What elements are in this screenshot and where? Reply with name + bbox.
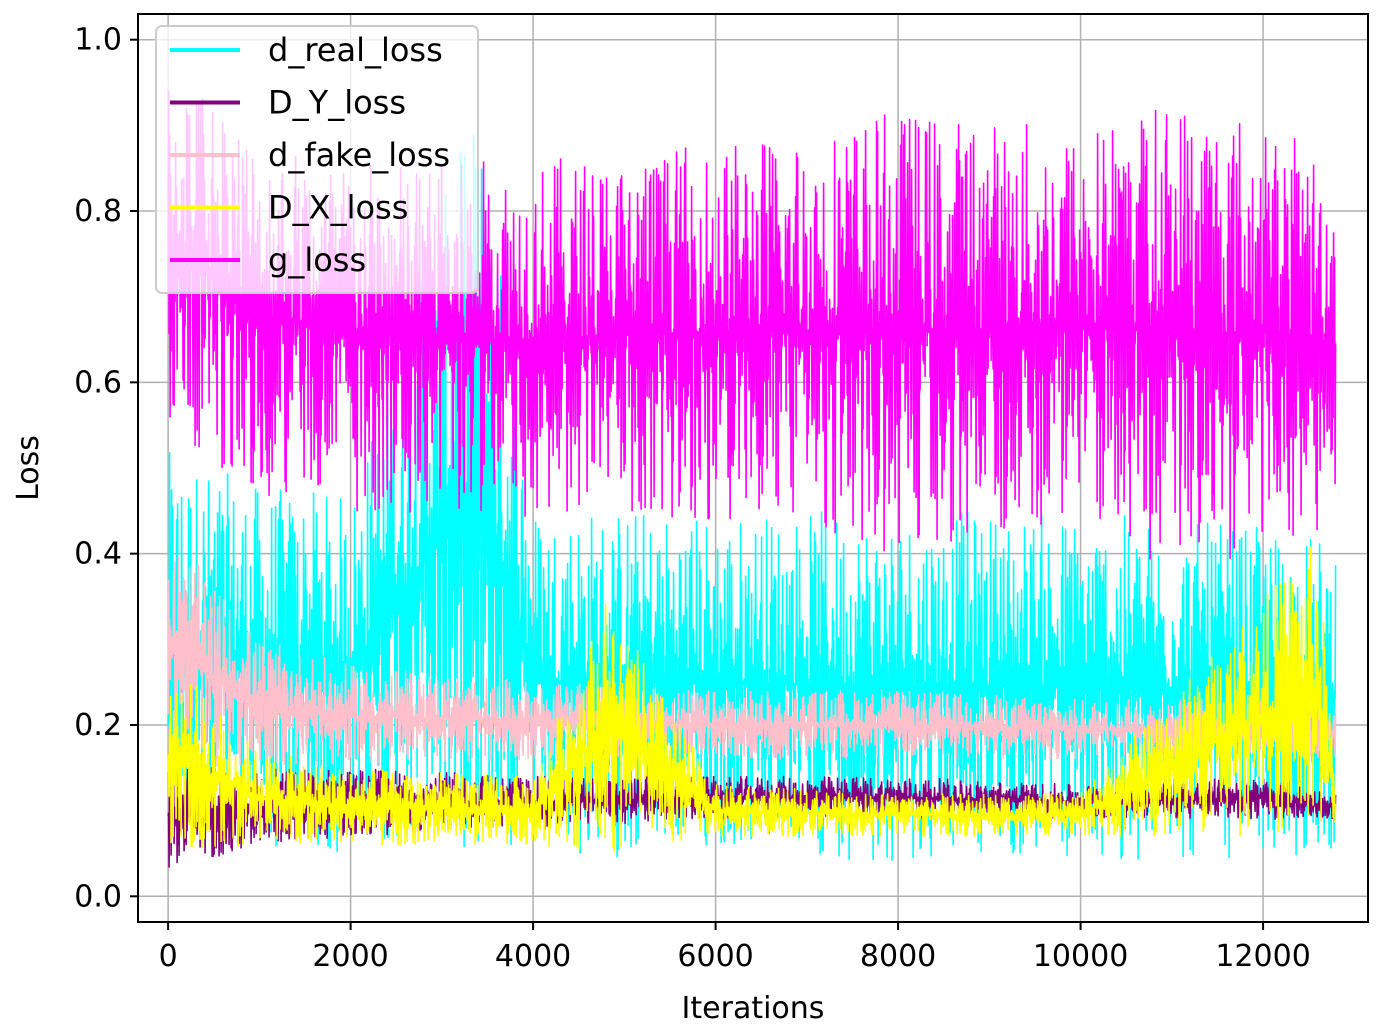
y-axis-ticks: 0.0 0.2 0.4 0.6 0.8 1.0	[74, 23, 138, 914]
x-tick-label: 8000	[860, 939, 936, 974]
y-tick-label: 0.4	[74, 537, 122, 572]
series-line-g_loss	[167, 91, 1337, 560]
x-axis-ticks: 0 2000 4000 6000 8000 10000 12000	[159, 922, 1311, 974]
series-layer	[167, 91, 1337, 868]
x-tick-label: 12000	[1215, 939, 1310, 974]
legend-box	[155, 25, 479, 294]
x-tick-label: 6000	[677, 939, 753, 974]
series-line-d_fake_loss	[167, 555, 1337, 767]
legend-label-D_X_loss: D_X_loss	[268, 189, 408, 227]
legend: d_real_loss D_Y_loss d_fake_loss D_X_loss g_…	[155, 25, 479, 294]
legend-label-d_fake_loss: d_fake_loss	[268, 136, 450, 174]
y-tick-label: 0.0	[74, 879, 122, 914]
y-tick-label: 0.6	[74, 365, 122, 400]
x-tick-label: 4000	[495, 939, 571, 974]
y-tick-label: 0.8	[74, 194, 122, 229]
x-tick-label: 2000	[312, 939, 388, 974]
legend-label-d_real_loss: d_real_loss	[268, 31, 443, 69]
y-tick-label: 1.0	[74, 23, 122, 58]
x-tick-label: 10000	[1033, 939, 1128, 974]
series-line-d_real_loss	[167, 134, 1337, 861]
series-line-D_X_loss	[167, 546, 1337, 853]
x-tick-label: 0	[159, 939, 178, 974]
y-tick-label: 0.2	[74, 708, 122, 743]
legend-label-D_Y_loss: D_Y_loss	[268, 84, 406, 122]
y-axis-title: Loss	[11, 435, 46, 501]
x-axis-title: Iterations	[682, 991, 825, 1026]
plot-frame	[137, 13, 1369, 923]
legend-label-g_loss: g_loss	[268, 241, 366, 279]
